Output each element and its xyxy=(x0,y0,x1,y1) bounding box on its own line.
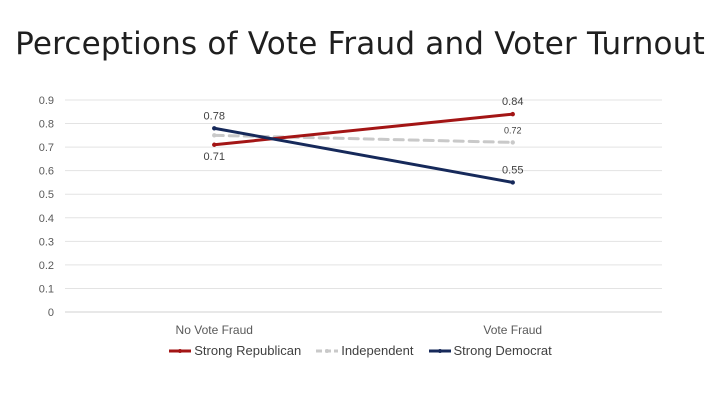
legend-label: Strong Republican xyxy=(194,343,302,358)
data-point-independent xyxy=(510,140,515,145)
legend-swatch xyxy=(315,345,339,357)
legend-label: Independent xyxy=(341,343,414,358)
y-tick-label: 0.6 xyxy=(39,166,54,178)
data-label: 0.84 xyxy=(502,96,523,108)
data-point-strong-democrat xyxy=(510,180,515,185)
chart-legend: Strong Republican Independent Strong Democ… xyxy=(0,343,720,358)
y-tick-label: 0.2 xyxy=(39,260,54,272)
y-tick-label: 0.7 xyxy=(39,142,54,154)
legend-item: Independent xyxy=(315,343,414,358)
legend-swatch xyxy=(168,345,192,357)
y-tick-label: 0 xyxy=(48,307,54,319)
y-tick-label: 0.9 xyxy=(39,95,54,107)
legend-swatch xyxy=(428,345,452,357)
y-tick-label: 0.4 xyxy=(39,213,54,225)
data-label: 0.55 xyxy=(502,164,523,176)
data-label: 0.78 xyxy=(204,110,225,122)
y-tick-label: 0.5 xyxy=(39,189,54,201)
legend-item: Strong Democrat xyxy=(428,343,552,358)
data-point-strong-republican xyxy=(510,111,515,117)
y-tick-label: 0.8 xyxy=(39,119,54,131)
data-label: 0.72 xyxy=(504,125,522,135)
data-point-strong-republican xyxy=(212,142,217,147)
legend-label: Strong Democrat xyxy=(453,343,552,358)
legend-item: Strong Republican xyxy=(168,343,301,358)
x-tick-label: No Vote Fraud xyxy=(176,323,253,337)
y-tick-label: 0.1 xyxy=(39,283,54,295)
series-line-strong-democrat xyxy=(212,126,515,184)
data-point-independent xyxy=(212,133,217,138)
series-line-strong-republican xyxy=(212,112,515,147)
data-point-strong-democrat xyxy=(212,126,217,131)
y-tick-label: 0.3 xyxy=(39,236,54,248)
x-tick-label: Vote Fraud xyxy=(483,323,542,337)
chart-title: Perceptions of Vote Fraud and Voter Turn… xyxy=(15,26,705,62)
data-label: 0.71 xyxy=(204,151,225,163)
